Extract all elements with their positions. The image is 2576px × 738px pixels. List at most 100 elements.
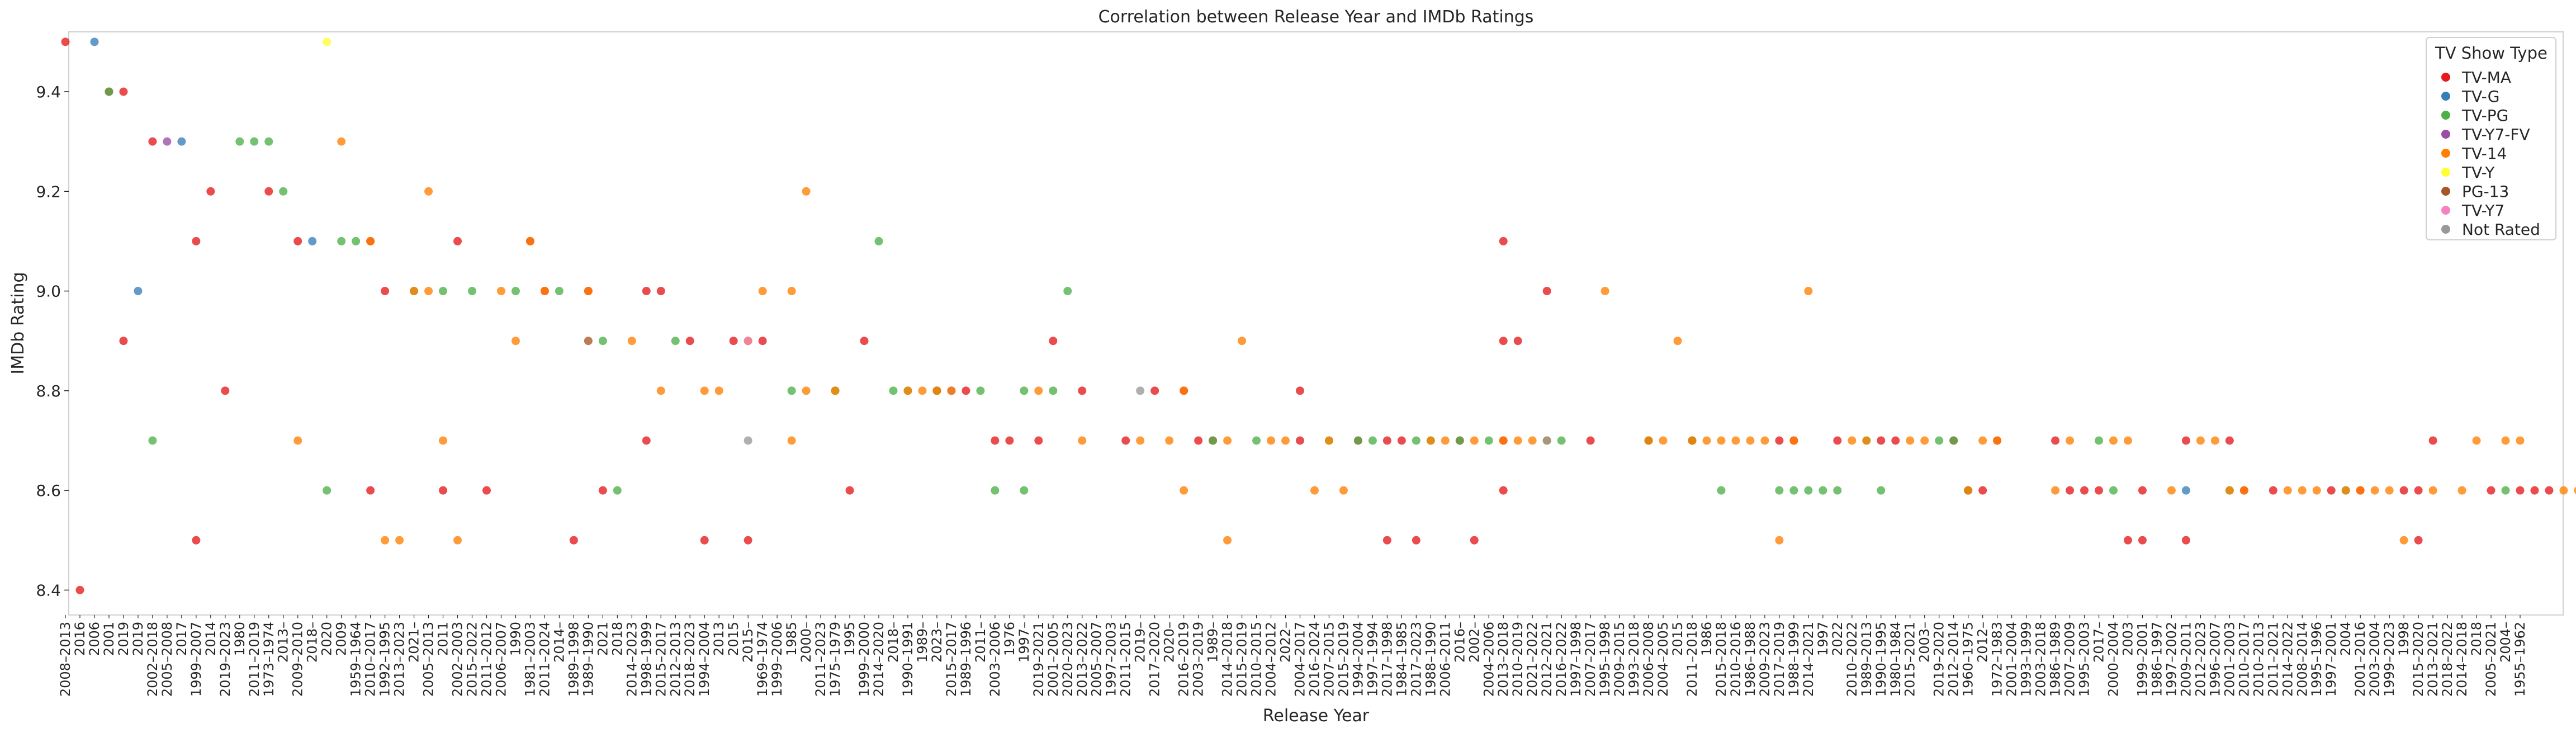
x-tick-label: 2005–2021 [2483, 622, 2499, 697]
data-point-tv-14 [1470, 436, 1479, 445]
data-point-tv-ma [1542, 287, 1551, 296]
data-point-tv-pg [264, 137, 273, 146]
data-point-tv-ma [1295, 436, 1304, 445]
data-point-tv-pg [468, 287, 477, 296]
legend-label: TV-Y7 [2461, 201, 2504, 220]
x-tick-label: 2004–2006 [1481, 622, 1497, 697]
data-point-tv-14 [1920, 436, 1929, 445]
x-tick-label: 2006 [87, 622, 102, 656]
data-point-tv-pg [1557, 436, 1566, 445]
legend-label: TV-MA [2461, 68, 2511, 87]
legend-marker [2441, 73, 2450, 82]
data-point-tv-ma [1121, 436, 1130, 445]
x-tick-label: 2015 [1670, 622, 1685, 656]
data-point-tv-ma [1078, 386, 1087, 395]
legend-marker [2441, 130, 2450, 139]
x-tick-label: 1973–1974 [261, 622, 277, 697]
data-point-tv-ma [1470, 536, 1479, 545]
x-tick-label: 2010–2019 [1510, 622, 1526, 697]
x-tick-label: 2001–2016 [2352, 622, 2368, 697]
x-tick-label: 2007–2015 [1321, 622, 1337, 697]
data-point-tv-14 [2066, 436, 2075, 445]
data-point-tv-ma [2138, 536, 2147, 545]
x-tick-label: 2015 [726, 622, 741, 656]
data-point-tv-14 [758, 287, 767, 296]
x-tick-label: 1990–1995 [1873, 622, 1889, 697]
legend-label: TV-Y [2461, 163, 2495, 182]
data-point-tv-14 [802, 386, 811, 395]
data-point-tv-ma [991, 436, 1000, 445]
x-tick-label: 2011–2021 [2265, 622, 2281, 697]
data-point-tv-14 [453, 536, 462, 545]
x-tick-label: 2011– [973, 622, 988, 663]
x-tick-label: 1988–1990 [1423, 622, 1438, 697]
data-point-tv-pg [1484, 436, 1493, 445]
data-point-tv-14 [337, 137, 346, 146]
x-tick-label: 2012– [1975, 622, 1991, 663]
data-point-tv-14 [1688, 436, 1697, 445]
x-tick-label: 1999–2007 [188, 622, 204, 697]
data-point-tv-14 [1760, 436, 1769, 445]
y-tick-label: 8.6 [36, 481, 61, 500]
data-point-tv-14 [1804, 287, 1813, 296]
legend-marker [2441, 111, 2450, 120]
data-point-tv-ma [2327, 486, 2336, 495]
data-point-tv-14 [1717, 436, 1726, 445]
x-tick-label: 2008–2013 [58, 622, 73, 697]
data-point-pg-13 [584, 337, 593, 346]
data-point-tv-pg [1877, 486, 1886, 495]
data-point-tv-ma [2487, 486, 2496, 495]
x-tick-label: 2013–2018 [1495, 622, 1511, 697]
x-tick-label: 1999–2023 [2381, 622, 2397, 697]
x-tick-label: 2011–2019 [247, 622, 262, 697]
x-tick-label: 2019–2021 [1031, 622, 1046, 697]
data-point-tv-14 [584, 287, 593, 296]
data-point-tv-ma [2269, 486, 2277, 495]
data-point-tv-ma [685, 337, 694, 346]
data-point-tv-14 [2123, 436, 2132, 445]
x-tick-label: 2015–2019 [1336, 622, 1351, 697]
data-point-tv-pg [279, 187, 288, 196]
x-tick-label: 1969–1974 [755, 622, 770, 697]
x-tick-label: 1998–1999 [638, 622, 654, 697]
x-tick-label: 2017–2023 [1408, 622, 1424, 697]
data-point-tv-14 [1339, 486, 1348, 495]
x-tick-label: 2001–2003 [2222, 622, 2237, 697]
data-point-tv-g [308, 236, 317, 245]
data-point-tv-ma [2051, 436, 2060, 445]
data-point-tv-14 [2051, 486, 2060, 495]
x-tick-label: 2016–2019 [1176, 622, 1192, 697]
x-tick-label: 2005–2007 [1089, 622, 1105, 697]
data-point-tv-14 [1034, 386, 1043, 395]
data-point-tv-pg [1412, 436, 1420, 445]
data-point-tv-14 [1848, 436, 1857, 445]
data-point-tv-14 [656, 386, 665, 395]
x-tick-label: 1994–2004 [1350, 622, 1366, 697]
x-tick-label: 2002– [1466, 622, 1482, 663]
data-point-tv-14 [2312, 486, 2321, 495]
data-point-tv-ma [1978, 486, 1987, 495]
legend-marker [2441, 149, 2450, 158]
data-point-tv-ma [2516, 486, 2525, 495]
data-point-tv-pg [439, 287, 448, 296]
data-point-tv-14 [2167, 486, 2176, 495]
data-point-tv-pg [1833, 486, 1842, 495]
x-tick-label: 2021 [595, 622, 610, 656]
data-point-tv-14 [1746, 436, 1755, 445]
data-point-tv-ma [642, 436, 651, 445]
x-tick-label: 2013–2022 [1074, 622, 1090, 697]
x-tick-label: 2013 [711, 622, 727, 656]
legend-label: TV-PG [2461, 106, 2508, 125]
x-tick-label: 2014–2023 [624, 622, 640, 697]
data-point-tv-14 [2574, 486, 2576, 494]
x-tick-label: 1989–1996 [958, 622, 974, 697]
x-tick-label: 1997– [1016, 622, 1032, 663]
x-tick-label: 2005–2008 [159, 622, 175, 697]
data-point-tv-14 [1600, 287, 1609, 296]
x-tick-label: 2002–2018 [145, 622, 160, 697]
x-tick-label: 2020–2023 [1060, 622, 1076, 697]
data-point-tv-ma [1049, 337, 1058, 346]
data-point-tv-pg [2501, 486, 2510, 495]
data-point-tv-pg [1804, 486, 1813, 495]
data-point-tv-ma [1382, 536, 1391, 545]
